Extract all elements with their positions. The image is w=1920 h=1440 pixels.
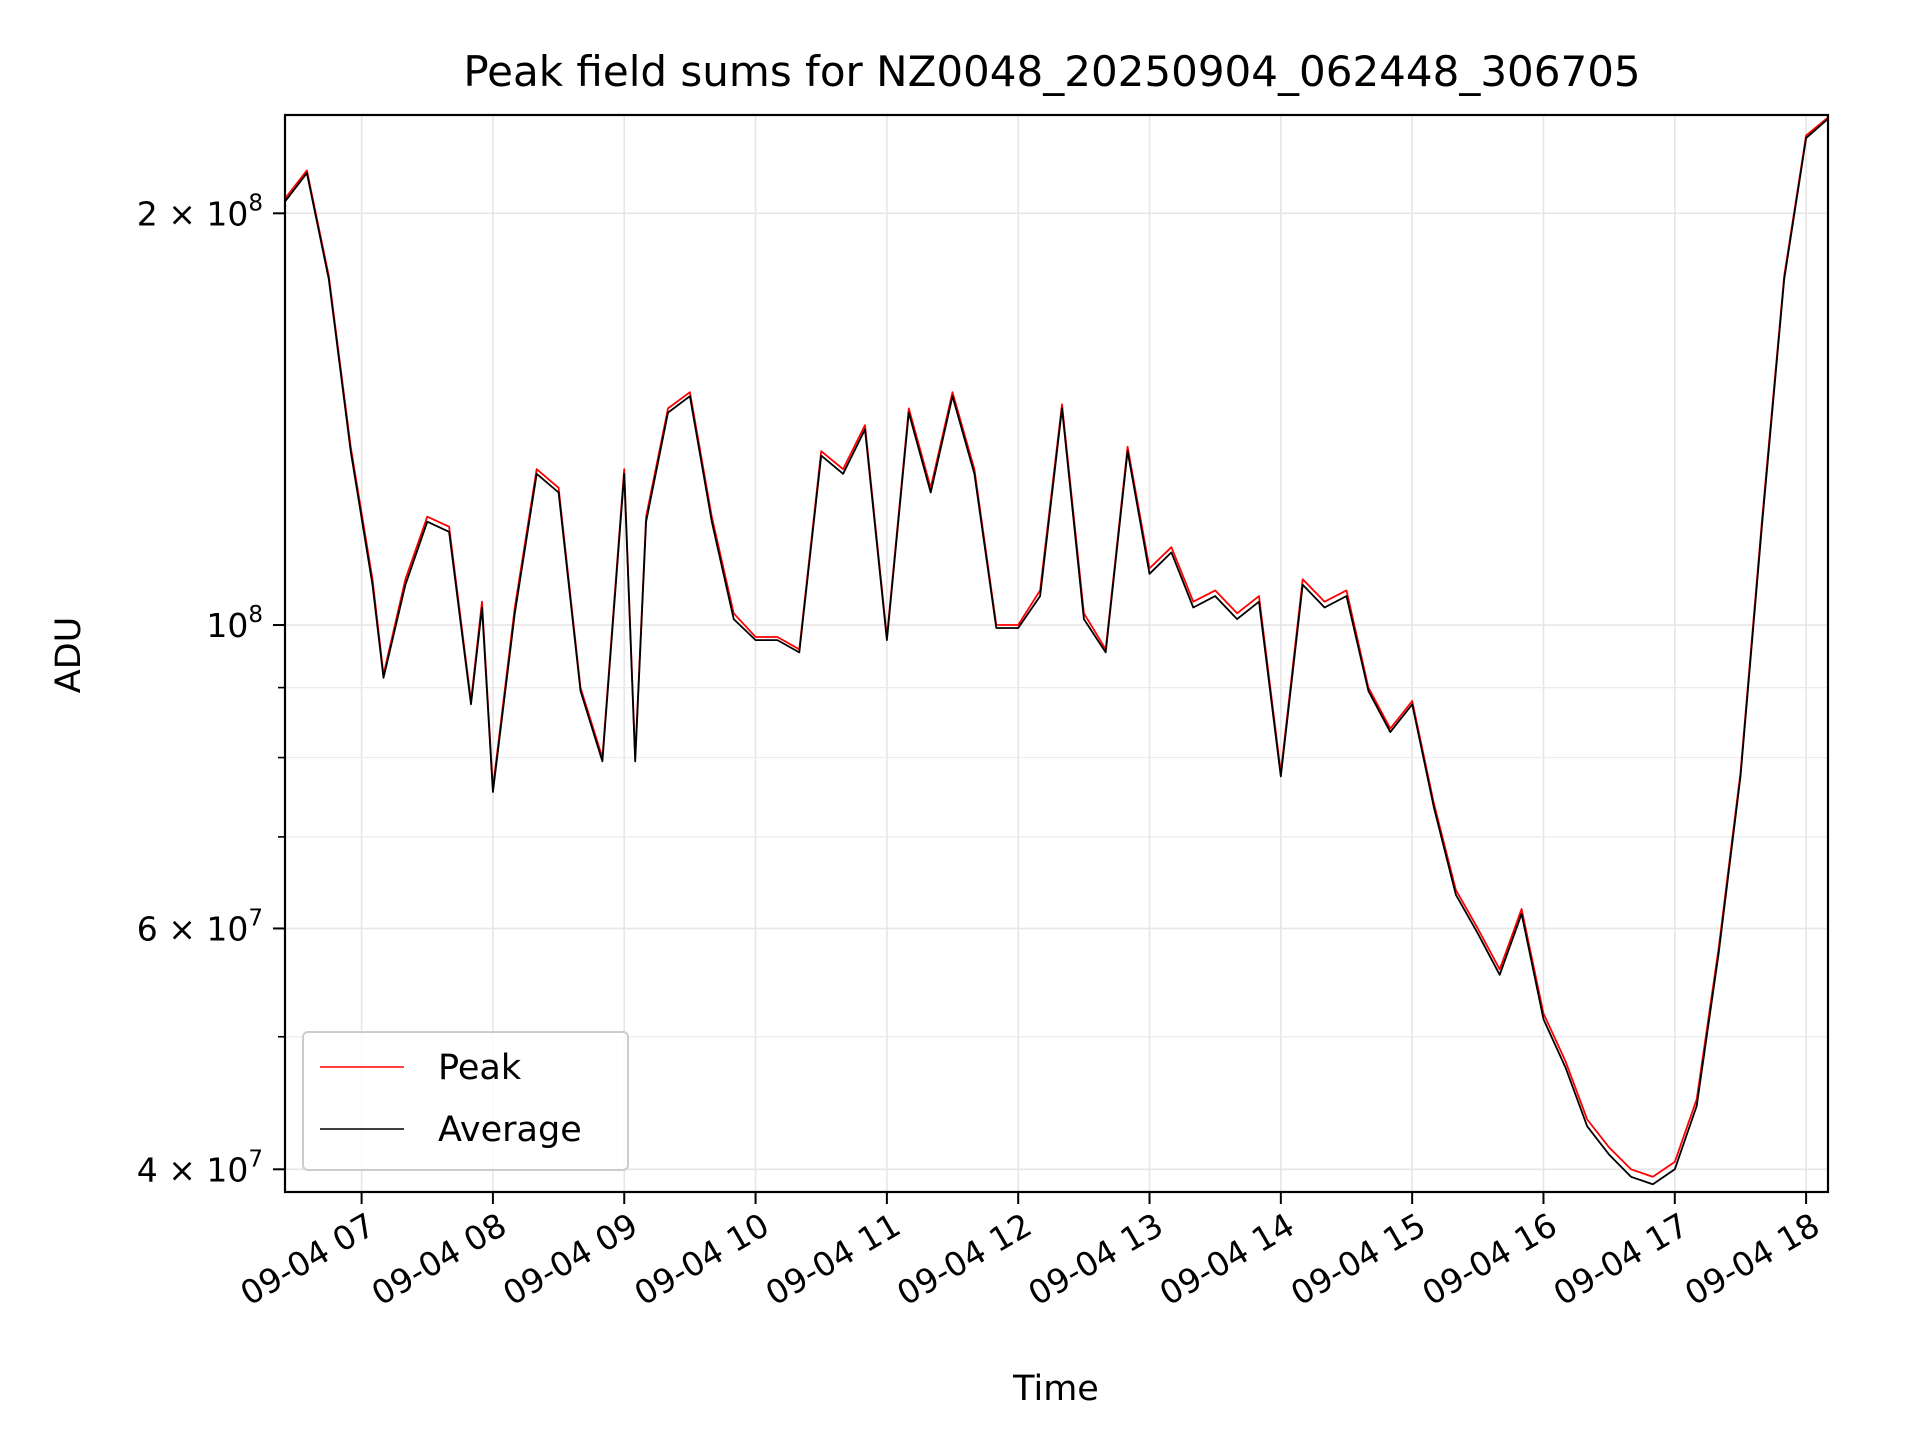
- x-axis-label: Time: [1012, 1369, 1099, 1409]
- x-tick-label: 09-04 10: [628, 1205, 776, 1313]
- plot-frame: [283, 113, 1830, 1194]
- grid: [285, 115, 1828, 1192]
- x-tick-label: 09-04 07: [234, 1205, 382, 1313]
- legend-average-label: Average: [438, 1110, 582, 1150]
- legend-peak-label: Peak: [438, 1048, 522, 1088]
- x-tick-label: 09-04 11: [759, 1205, 907, 1313]
- y-tick-label: 108: [206, 602, 263, 645]
- y-tick-base: 6 × 10: [137, 909, 249, 948]
- series-line-average: [284, 118, 1829, 1186]
- y-axis-label: ADU: [49, 617, 89, 694]
- series-line-peak: [284, 116, 1829, 1178]
- x-tick-label: 09-04 15: [1284, 1205, 1432, 1313]
- x-tick-label: 09-04 14: [1153, 1205, 1301, 1313]
- x-tick-label: 09-04 13: [1022, 1205, 1170, 1313]
- chart-title: Peak field sums for NZ0048_20250904_0624…: [463, 47, 1640, 96]
- y-tick-base: 4 × 10: [137, 1150, 249, 1189]
- x-tick-label: 09-04 12: [890, 1205, 1038, 1313]
- y-tick-exponent: 7: [248, 905, 263, 931]
- x-tick-label: 09-04 08: [365, 1205, 513, 1313]
- y-tick-label: 6 × 107: [137, 905, 263, 948]
- series-group: [284, 116, 1829, 1186]
- y-tick-label: 4 × 107: [137, 1146, 263, 1189]
- x-tick-label: 09-04 16: [1415, 1205, 1563, 1313]
- legend: Peak Average: [302, 1031, 629, 1171]
- y-tick-base: 2 × 10: [137, 194, 249, 233]
- y-tick-label: 2 × 108: [137, 190, 263, 233]
- x-tick-label: 09-04 17: [1547, 1205, 1695, 1313]
- y-tick-exponent: 7: [248, 1146, 263, 1172]
- x-tick-label: 09-04 18: [1678, 1205, 1826, 1313]
- y-tick-base: 10: [206, 606, 248, 645]
- y-tick-exponent: 8: [248, 190, 263, 216]
- x-tick-label: 09-04 09: [496, 1205, 644, 1313]
- y-tick-exponent: 8: [248, 602, 263, 628]
